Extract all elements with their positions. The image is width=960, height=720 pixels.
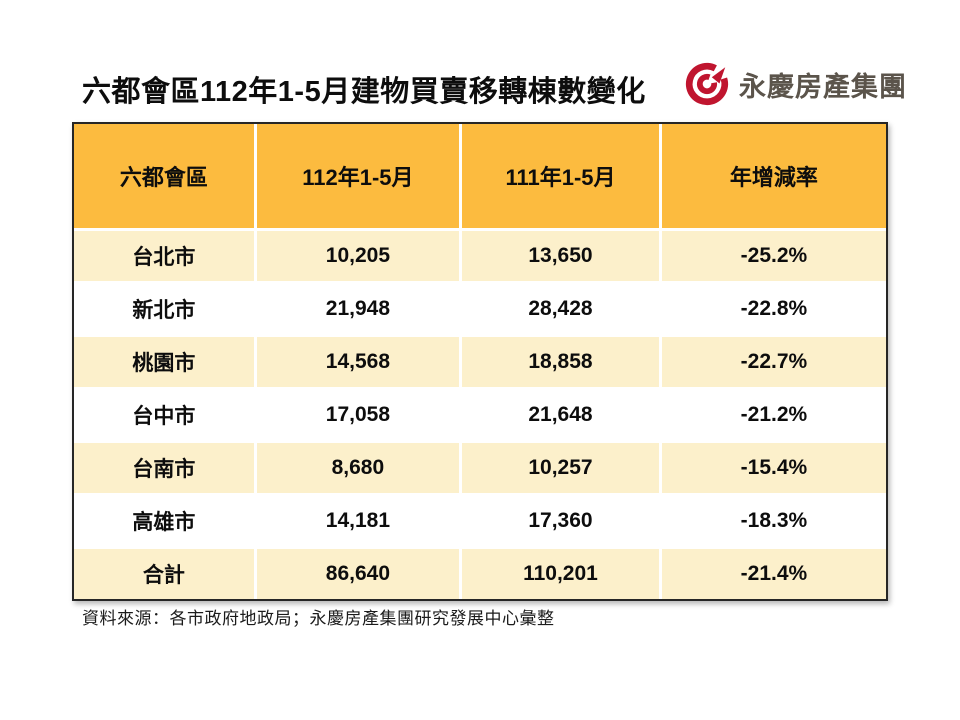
cell-yoy-rate: -25.2% [661,231,886,281]
table-row: 台中市 17,058 21,648 -21.2% [74,390,886,440]
table-row: 新北市 21,948 28,428 -22.8% [74,284,886,334]
table-row: 高雄市 14,181 17,360 -18.3% [74,496,886,546]
column-header-current-period: 112年1-5月 [256,124,463,228]
column-header-previous-period: 111年1-5月 [462,124,662,228]
cell-yoy-rate: -21.2% [661,390,886,440]
table-row: 台北市 10,205 13,650 -25.2% [74,231,886,281]
yungching-emblem-icon [685,62,729,106]
cell-current-period: 17,058 [256,390,463,440]
table-row: 合計 86,640 110,201 -21.4% [74,549,886,599]
cell-yoy-rate: -18.3% [661,496,886,546]
cell-previous-period: 110,201 [462,549,662,599]
table-body: 台北市 10,205 13,650 -25.2% 新北市 21,948 28,4… [74,231,886,599]
table-header-row: 六都會區 112年1-5月 111年1-5月 年增減率 [74,124,886,228]
data-table: 六都會區 112年1-5月 111年1-5月 年增減率 台北市 10,205 1… [72,122,888,601]
cell-region: 台北市 [74,231,257,281]
cell-previous-period: 17,360 [462,496,662,546]
table-row: 台南市 8,680 10,257 -15.4% [74,443,886,493]
cell-region: 台南市 [74,443,257,493]
cell-current-period: 86,640 [256,549,463,599]
column-header-yoy-rate: 年增減率 [661,124,886,228]
cell-current-period: 21,948 [256,284,463,334]
cell-previous-period: 28,428 [462,284,662,334]
cell-current-period: 14,181 [256,496,463,546]
cell-previous-period: 21,648 [462,390,662,440]
cell-previous-period: 10,257 [462,443,662,493]
column-header-region: 六都會區 [74,124,257,228]
cell-yoy-rate: -22.8% [661,284,886,334]
cell-previous-period: 13,650 [462,231,662,281]
cell-region: 合計 [74,549,257,599]
cell-region: 新北市 [74,284,257,334]
cell-current-period: 14,568 [256,337,463,387]
source-note: 資料來源：各市政府地政局；永慶房產集團研究發展中心彙整 [82,609,555,628]
cell-yoy-rate: -22.7% [661,337,886,387]
table-row: 桃園市 14,568 18,858 -22.7% [74,337,886,387]
cell-region: 台中市 [74,390,257,440]
cell-current-period: 10,205 [256,231,463,281]
brand-logo: 永慶房產集團 [683,60,907,108]
brand-name: 永慶房產集團 [739,71,907,102]
cell-yoy-rate: -21.4% [661,549,886,599]
cell-current-period: 8,680 [256,443,463,493]
cell-previous-period: 18,858 [462,337,662,387]
page-title: 六都會區112年1-5月建物買賣移轉棟數變化 [82,76,646,108]
cell-yoy-rate: -15.4% [661,443,886,493]
cell-region: 高雄市 [74,496,257,546]
cell-region: 桃園市 [74,337,257,387]
